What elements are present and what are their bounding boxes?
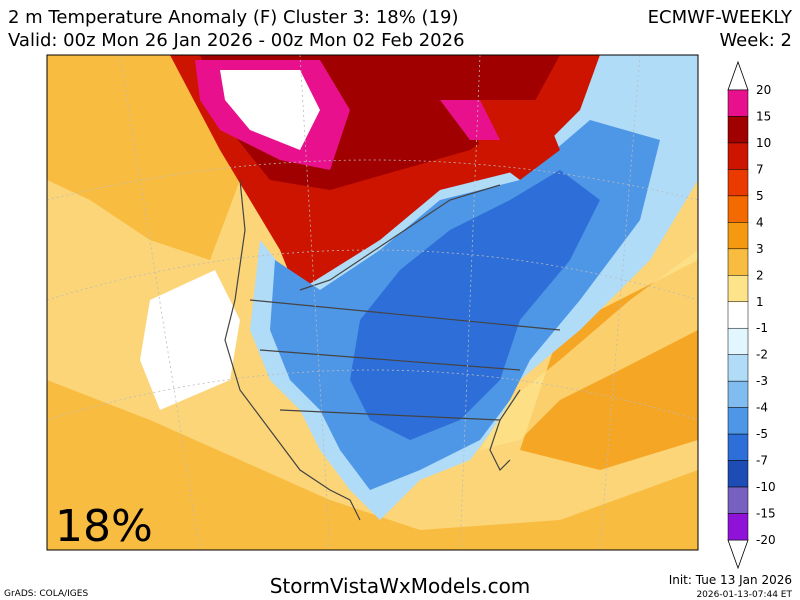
- coastlines: [224, 179, 561, 521]
- graticule: [47, 55, 698, 550]
- colorbar-bin: [727, 248, 749, 276]
- colorbar-bin: [727, 327, 749, 355]
- model-name: ECMWF-WEEKLY: [648, 7, 793, 28]
- anomaly-region: [47, 55, 240, 260]
- colorbar-label: 7: [756, 162, 764, 176]
- colorbar-label: 3: [756, 242, 764, 256]
- week-label: Week: 2: [719, 30, 792, 51]
- colorbar-label: -2: [756, 348, 768, 362]
- anomaly-region: [470, 100, 560, 180]
- colorbar-label: -15: [756, 507, 776, 521]
- colorbar-bin: [727, 116, 749, 144]
- anomaly-region: [350, 170, 600, 440]
- anomaly-region: [47, 380, 698, 550]
- colorbar-label: -3: [756, 374, 768, 388]
- init-time: Init: Tue 13 Jan 2026: [669, 573, 792, 587]
- colorbar-bin: [727, 169, 749, 197]
- colorbar-bin: [727, 142, 749, 170]
- colorbar-bin: [727, 486, 749, 514]
- colorbar-label: 2: [756, 268, 764, 282]
- credit: GrADS: COLA/IGES: [4, 589, 88, 599]
- colorbar-end: [727, 60, 749, 91]
- title: 2 m Temperature Anomaly (F) Cluster 3: 1…: [8, 7, 459, 28]
- colorbar-bin: [727, 460, 749, 488]
- map: 18%: [46, 54, 699, 552]
- colorbar-label: -1: [756, 321, 768, 335]
- anomaly-region: [480, 250, 698, 450]
- anomaly-region: [220, 70, 320, 150]
- colorbar-label: -4: [756, 401, 768, 415]
- colorbar-label: -5: [756, 427, 768, 441]
- colorbar-bin: [727, 433, 749, 461]
- colorbar-bin: [727, 380, 749, 408]
- colorbar-label: 4: [756, 215, 764, 229]
- colorbar-bin: [727, 195, 749, 223]
- colorbar-bin: [727, 354, 749, 382]
- site-name: StormVistaWxModels.com: [270, 574, 531, 598]
- anomaly-region: [140, 270, 240, 410]
- colorbar-label: 15: [756, 109, 771, 123]
- colorbar-label: 1: [756, 295, 764, 309]
- cluster-label: 18%: [55, 501, 153, 552]
- colorbar-bin: [727, 407, 749, 435]
- colorbar-bin: [727, 275, 749, 303]
- colorbar: 20 15 10 7 5 4 3 2 1 -1 -2 -3 -4 -5 -7 -10 -15 -20: [727, 60, 776, 570]
- colorbar-end: [727, 539, 749, 570]
- colorbar-label: -7: [756, 454, 768, 468]
- colorbar-bin: [727, 301, 749, 329]
- colorbar-label: 20: [756, 83, 771, 97]
- colorbar-label: 5: [756, 189, 764, 203]
- colorbar-label: -20: [756, 533, 776, 547]
- colorbar-label: -10: [756, 480, 776, 494]
- map-frame: [46, 54, 699, 551]
- colorbar-bin: [727, 222, 749, 250]
- colorbar-bin: [727, 89, 749, 117]
- colorbar-label: 10: [756, 136, 771, 150]
- timestamp: 2026-01-13-07:44 ET: [696, 590, 792, 600]
- colorbar-bin: [727, 513, 749, 541]
- anomaly-region: [440, 100, 500, 140]
- valid-time: Valid: 00z Mon 26 Jan 2026 - 00z Mon 02 …: [8, 30, 465, 51]
